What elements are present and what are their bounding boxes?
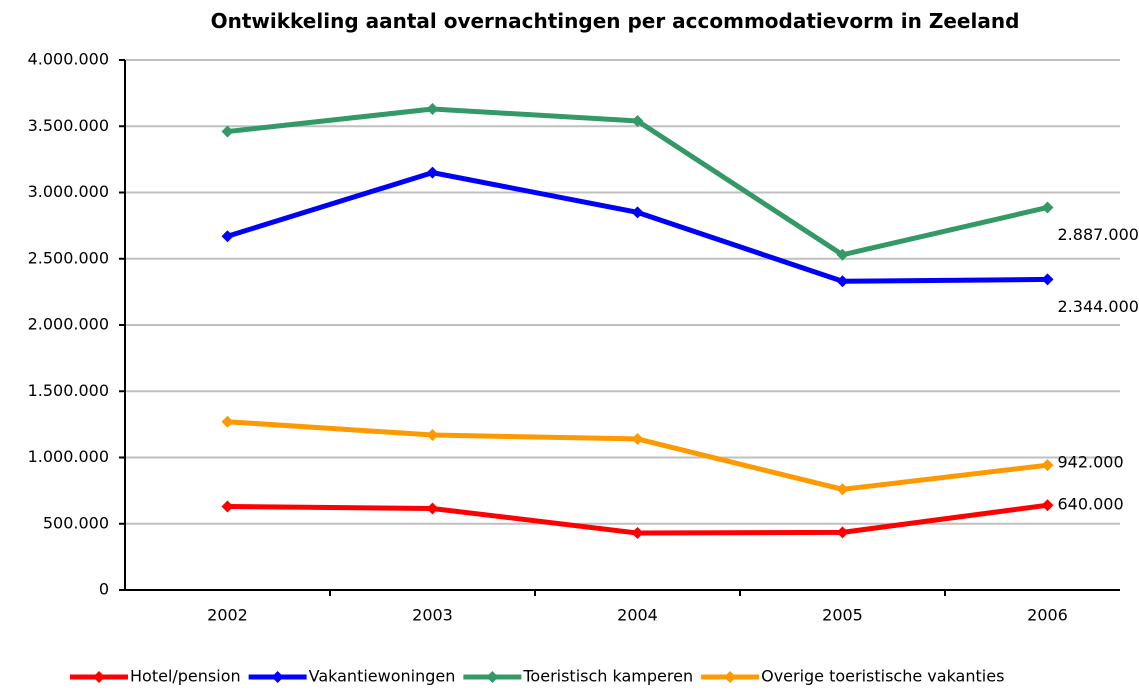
point-marker xyxy=(631,527,644,540)
x-tick-label: 2006 xyxy=(1027,606,1068,625)
point-marker xyxy=(836,275,849,288)
point-marker xyxy=(221,125,234,138)
legend-label: Toeristisch kamperen xyxy=(522,667,693,686)
y-tick-label: 1.000.000 xyxy=(28,447,109,466)
legend-label: Overige toeristische vakanties xyxy=(761,667,1004,686)
point-marker xyxy=(221,230,234,243)
point-marker xyxy=(221,415,234,428)
x-tick-label: 2003 xyxy=(412,606,453,625)
y-tick-label: 1.500.000 xyxy=(28,381,109,400)
x-tick-label: 2004 xyxy=(617,606,658,625)
series-line xyxy=(227,419,1048,492)
y-tick-label: 3.500.000 xyxy=(28,116,109,135)
data-label: 2.887.000 xyxy=(1058,225,1139,244)
point-marker xyxy=(836,248,849,261)
y-tick-label: 2.000.000 xyxy=(28,315,109,334)
y-tick-label: 3.000.000 xyxy=(28,182,109,201)
point-marker xyxy=(1041,273,1054,286)
data-label: 2.344.000 xyxy=(1058,297,1139,316)
y-tick-label: 2.500.000 xyxy=(28,248,109,267)
point-marker xyxy=(426,502,439,515)
series-line xyxy=(227,106,1049,258)
series-line xyxy=(226,170,1048,284)
point-marker xyxy=(631,206,644,219)
point-marker xyxy=(836,526,849,539)
point-marker xyxy=(426,428,439,441)
y-tick-label: 4.000.000 xyxy=(28,50,109,69)
point-marker xyxy=(426,166,439,179)
point-marker xyxy=(1041,499,1054,512)
data-label: 640.000 xyxy=(1058,495,1124,514)
legend-marker xyxy=(271,671,284,683)
data-label: 942.000 xyxy=(1058,453,1124,472)
point-marker xyxy=(1041,459,1054,472)
point-marker xyxy=(836,483,849,496)
legend-marker xyxy=(724,671,737,683)
legend-label: Hotel/pension xyxy=(130,667,241,686)
y-tick-label: 500.000 xyxy=(43,513,109,532)
legend-marker xyxy=(486,671,499,683)
point-marker xyxy=(221,500,234,513)
x-tick-label: 2005 xyxy=(822,606,863,625)
point-marker xyxy=(426,103,439,116)
point-marker xyxy=(631,432,644,445)
x-tick-label: 2002 xyxy=(207,606,248,625)
y-tick-label: 0 xyxy=(99,580,109,599)
point-marker xyxy=(631,114,644,127)
legend-marker xyxy=(93,671,105,683)
point-marker xyxy=(1041,201,1054,214)
legend-label: Vakantiewoningen xyxy=(309,667,456,686)
chart-title: Ontwikkeling aantal overnachtingen per a… xyxy=(210,9,1020,33)
